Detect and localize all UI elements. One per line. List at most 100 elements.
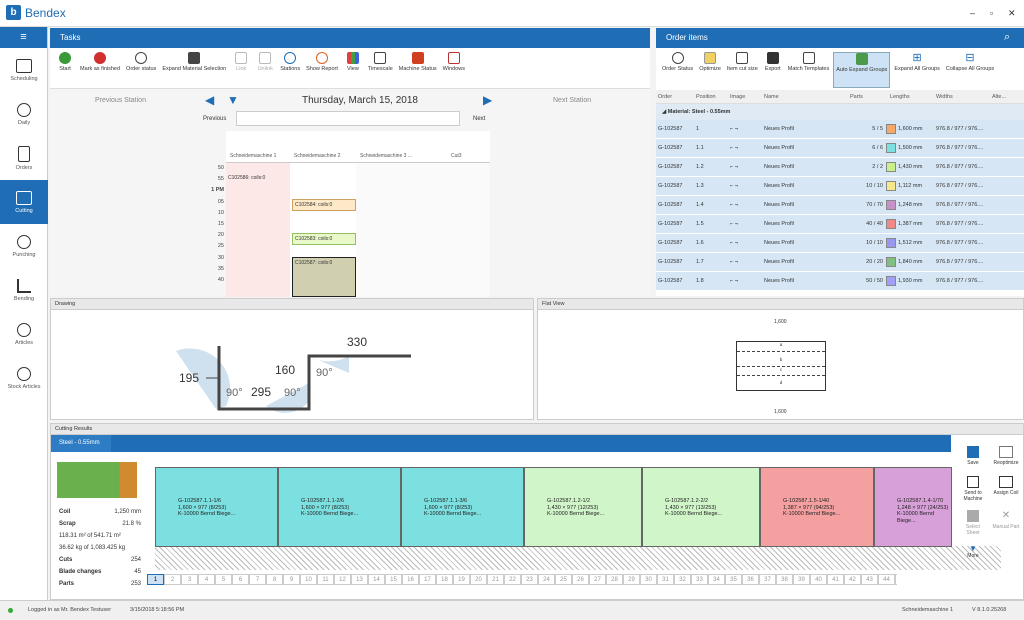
page-tab[interactable]: 30 — [640, 574, 657, 585]
page-tab[interactable]: 34 — [708, 574, 725, 585]
page-tab[interactable]: 18 — [436, 574, 453, 585]
table-row[interactable]: G-102587 1.6 ⌐ ¬ Neues Profil 10 / 10 1,512 m… — [656, 234, 1024, 253]
cut-part-block[interactable]: G-102587.1.4-1/70 1,248 × 977 (24/253) K-1… — [874, 467, 952, 547]
page-tab[interactable]: 19 — [453, 574, 470, 585]
expand-all-button[interactable]: ⊞ Expand All Groups — [894, 52, 940, 72]
match-templates-button[interactable]: Match Templates — [786, 52, 831, 88]
table-row[interactable]: G-102587 1.3 ⌐ ¬ Neues Profil 10 / 10 1,112 m… — [656, 177, 1024, 196]
table-row[interactable]: G-102587 1.2 ⌐ ¬ Neues Profil 2 / 2 1,430 mm 9… — [656, 158, 1024, 177]
cut-part-block[interactable]: G-102587.1.2-1/2 1,430 × 977 (12/253) K-10… — [524, 467, 642, 547]
assign-coil-button[interactable]: Assign Coil — [989, 476, 1023, 496]
page-tab[interactable]: 41 — [827, 574, 844, 585]
unlink-button[interactable]: Unlink — [254, 52, 276, 88]
page-tab[interactable]: 17 — [419, 574, 436, 585]
timescale-button[interactable]: Timescale — [366, 52, 395, 88]
tab-steel[interactable]: Steel - 0.55mm — [51, 435, 111, 452]
cut-part-block[interactable]: G-102587.1.2-2/2 1,430 × 977 (13/253) K-10… — [642, 467, 760, 547]
reoptimize-button[interactable]: Reoptimize — [989, 446, 1023, 466]
link-button[interactable]: Link — [230, 52, 252, 88]
page-tab[interactable]: 39 — [793, 574, 810, 585]
close-button[interactable]: ✕ — [1008, 8, 1016, 18]
material-group-row[interactable]: ◢ Material: Steel - 0.55mm — [656, 104, 1024, 120]
page-tab[interactable]: 1 — [147, 574, 164, 585]
previous-button[interactable]: Previous — [203, 116, 227, 122]
page-tab[interactable]: 37 — [759, 574, 776, 585]
windows-button[interactable]: Windows — [441, 52, 467, 88]
cut-part-block[interactable]: G-102587.1.1-1/6 1,600 × 977 (8/253) K-100… — [155, 467, 278, 547]
page-tab[interactable]: 12 — [334, 574, 351, 585]
page-tab[interactable]: 14 — [368, 574, 385, 585]
sidebar-item-articles[interactable]: Articles — [0, 312, 48, 356]
page-tab[interactable]: 22 — [504, 574, 521, 585]
show-report-button[interactable]: Show Report — [304, 52, 340, 88]
machine-status-button[interactable]: Machine Status — [397, 52, 439, 88]
expand-material-button[interactable]: Expand Material Selection — [160, 52, 228, 88]
minimize-button[interactable]: – — [970, 8, 976, 18]
more-button[interactable]: ▼ More — [961, 544, 985, 559]
page-tab[interactable]: 3 — [181, 574, 198, 585]
event-c102586[interactable]: C102586: coils:0 — [228, 175, 266, 181]
cut-part-block[interactable]: G-102587.1.1-3/6 1,600 × 977 (8/253) K-100… — [401, 467, 524, 547]
save-button[interactable]: Save — [961, 446, 985, 466]
previous-station-link[interactable]: Previous Station — [95, 97, 146, 104]
event-c102583[interactable]: C102583: coils:0 — [292, 233, 356, 245]
search-field[interactable] — [236, 111, 460, 126]
prev-arrow-icon[interactable]: ◀ — [205, 93, 215, 107]
maximize-button[interactable]: ▫ — [990, 8, 994, 18]
search-icon[interactable]: ⌕ — [1004, 31, 1011, 43]
page-tab[interactable]: 13 — [351, 574, 368, 585]
event-c102587[interactable]: C102587: coils:0 — [292, 257, 356, 297]
page-tab[interactable]: 9 — [283, 574, 300, 585]
page-tab[interactable]: 16 — [402, 574, 419, 585]
sidebar-item-orders[interactable]: Orders — [0, 136, 48, 180]
page-tab[interactable]: 32 — [674, 574, 691, 585]
page-tab[interactable]: 31 — [657, 574, 674, 585]
table-row[interactable]: G-102587 1.1 ⌐ ¬ Neues Profil 6 / 6 1,500 mm 9… — [656, 139, 1024, 158]
optimize-button[interactable]: Optimize — [697, 52, 723, 88]
page-tab[interactable]: 7 — [249, 574, 266, 585]
sidebar-item-cutting[interactable]: Cutting — [0, 180, 48, 224]
page-tab[interactable]: 38 — [776, 574, 793, 585]
collapse-all-button[interactable]: ⊟ Collapse All Groups — [945, 52, 995, 72]
page-tab[interactable]: 23 — [521, 574, 538, 585]
stations-button[interactable]: Stations — [278, 52, 302, 88]
page-tab[interactable]: 8 — [266, 574, 283, 585]
page-tab[interactable]: 33 — [691, 574, 708, 585]
mark-finished-button[interactable]: Mark as finished — [78, 52, 122, 88]
page-tab[interactable]: 28 — [606, 574, 623, 585]
sidebar-item-bending[interactable]: Bending — [0, 268, 48, 312]
item-cut-size-button[interactable]: Item cut size — [725, 52, 760, 88]
page-tab[interactable]: 10 — [300, 574, 317, 585]
page-tab[interactable]: 35 — [725, 574, 742, 585]
page-tab[interactable]: 43 — [861, 574, 878, 585]
page-tab[interactable]: 45 — [895, 574, 897, 585]
hamburger-menu-button[interactable]: ≡ — [0, 27, 47, 48]
next-button[interactable]: Next — [473, 116, 486, 122]
table-row[interactable]: G-102587 1.8 ⌐ ¬ Neues Profil 50 / 50 1,930 m… — [656, 272, 1024, 291]
sidebar-item-daily[interactable]: Daily — [0, 92, 48, 136]
send-to-machine-button[interactable]: Send to Machine — [961, 476, 985, 502]
page-tab[interactable]: 26 — [572, 574, 589, 585]
table-row[interactable]: G-102587 1 ⌐ ¬ Neues Profil 5 / 5 1,600 mm 976… — [656, 120, 1024, 139]
next-arrow-icon[interactable]: ▶ — [483, 93, 493, 107]
down-arrow-icon[interactable]: ▼ — [227, 93, 239, 107]
page-tab[interactable]: 25 — [555, 574, 572, 585]
page-tab[interactable]: 21 — [487, 574, 504, 585]
sidebar-item-punching[interactable]: Punching — [0, 224, 48, 268]
sidebar-item-scheduling[interactable]: Scheduling — [0, 48, 48, 92]
auto-expand-button[interactable]: Auto Expand Groups — [833, 52, 891, 88]
next-station-link[interactable]: Next Station — [553, 97, 592, 104]
table-row[interactable]: G-102587 1.4 ⌐ ¬ Neues Profil 70 / 70 1,248 m… — [656, 196, 1024, 215]
manual-part-button[interactable]: ✕ Manual Part — [992, 510, 1020, 530]
table-row[interactable]: G-102587 1.5 ⌐ ¬ Neues Profil 40 / 40 1,387 m… — [656, 215, 1024, 234]
page-tab[interactable]: 20 — [470, 574, 487, 585]
page-tab[interactable]: 40 — [810, 574, 827, 585]
page-tab[interactable]: 27 — [589, 574, 606, 585]
table-row[interactable]: G-102587 1.7 ⌐ ¬ Neues Profil 20 / 20 1,840 m… — [656, 253, 1024, 272]
page-tab[interactable]: 6 — [232, 574, 249, 585]
page-tab[interactable]: 29 — [623, 574, 640, 585]
page-tab[interactable]: 5 — [215, 574, 232, 585]
cut-part-block[interactable]: G-102587.1.5-1/40 1,387 × 977 (94/253) K-1… — [760, 467, 874, 547]
sidebar-item-stock-articles[interactable]: Stock Articles — [0, 356, 48, 400]
page-tab[interactable]: 4 — [198, 574, 215, 585]
